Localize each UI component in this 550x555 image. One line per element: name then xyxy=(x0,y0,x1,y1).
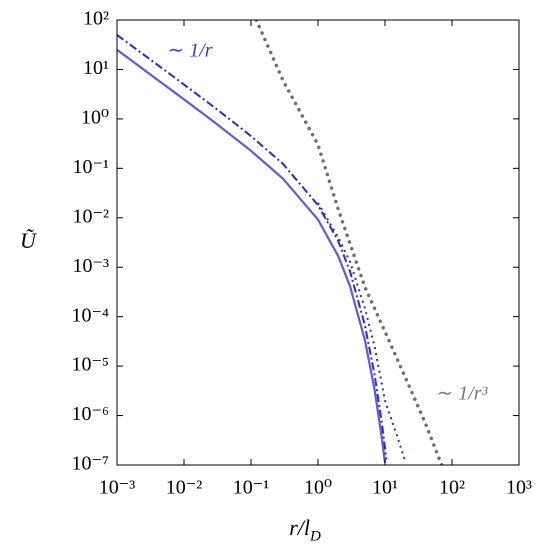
y-tick-label: 10⁻⁴ xyxy=(71,304,109,326)
y-tick-label: 10¹ xyxy=(83,57,109,79)
series-line xyxy=(117,34,388,460)
y-tick-label: 10⁻¹ xyxy=(72,156,109,178)
x-tick-label: 10⁻² xyxy=(166,477,203,499)
x-tick-label: 10⁻¹ xyxy=(233,477,270,499)
x-tick-label: 10³ xyxy=(506,477,532,499)
y-tick-label: 10⁻² xyxy=(72,205,109,227)
annotation: ∼ 1/r³ xyxy=(436,383,488,405)
y-axis-label: Ũ xyxy=(20,228,38,253)
y-tick-label: 10⁻⁷ xyxy=(71,453,109,475)
x-tick-label: 10⁻³ xyxy=(99,477,136,499)
series-line xyxy=(117,48,387,464)
series-line xyxy=(317,202,407,462)
x-tick-label: 10⁰ xyxy=(304,477,332,499)
x-axis-label: r/l xyxy=(289,515,310,540)
annotation: ∼ 1/r xyxy=(167,40,212,62)
x-axis-label-sub: D xyxy=(309,528,321,544)
y-tick-label: 10⁻⁵ xyxy=(71,354,109,376)
x-tick-label: 10² xyxy=(439,477,465,499)
y-tick-label: 10⁻³ xyxy=(72,255,109,277)
y-tick-label: 10⁻⁶ xyxy=(71,403,109,425)
y-tick-label: 10² xyxy=(83,8,109,30)
series-line xyxy=(254,20,444,465)
y-tick-label: 10⁰ xyxy=(81,106,109,128)
x-tick-label: 10¹ xyxy=(372,477,398,499)
